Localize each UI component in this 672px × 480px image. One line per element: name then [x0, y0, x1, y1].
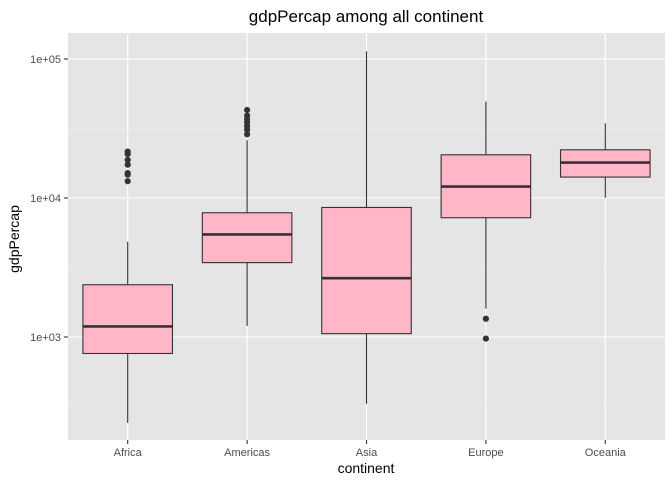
y-axis: 1e+03 1e+04 1e+05: [30, 54, 68, 344]
y-tick-label: 1e+04: [30, 193, 61, 205]
y-axis-title: gdpPercap: [6, 205, 22, 273]
box-iqr: [82, 284, 174, 355]
x-tick-label: Europe: [468, 447, 503, 459]
x-tick-label: Asia: [356, 447, 378, 459]
outlier-point: [124, 169, 131, 177]
y-tick-label: 1e+03: [30, 332, 61, 344]
box-oceania: [559, 123, 651, 198]
outlier-point: [244, 112, 251, 119]
chart-title: gdpPercap among all continent: [249, 7, 484, 26]
plot-panel: [68, 33, 665, 440]
outlier-point: [244, 131, 251, 138]
outlier-point: [244, 106, 251, 114]
outlier-point: [124, 156, 131, 164]
outlier-point: [482, 335, 489, 342]
box-africa: [82, 148, 174, 423]
outlier-point: [124, 148, 131, 155]
x-tick-label: Americas: [224, 447, 270, 459]
x-tick-label: Africa: [114, 447, 143, 459]
y-tick-label: 1e+05: [30, 54, 61, 66]
outlier-point: [482, 315, 489, 322]
box-iqr: [201, 212, 293, 264]
box-asia: [321, 51, 412, 404]
outlier-point: [124, 161, 131, 168]
box-iqr: [321, 206, 412, 335]
x-axis-title: continent: [338, 460, 395, 476]
x-tick-label: Oceania: [585, 447, 627, 459]
outlier-point: [124, 178, 131, 185]
box-europe: [440, 101, 532, 342]
box-americas: [201, 106, 293, 326]
x-axis: Africa Americas Asia Europe Oceania: [114, 440, 627, 459]
